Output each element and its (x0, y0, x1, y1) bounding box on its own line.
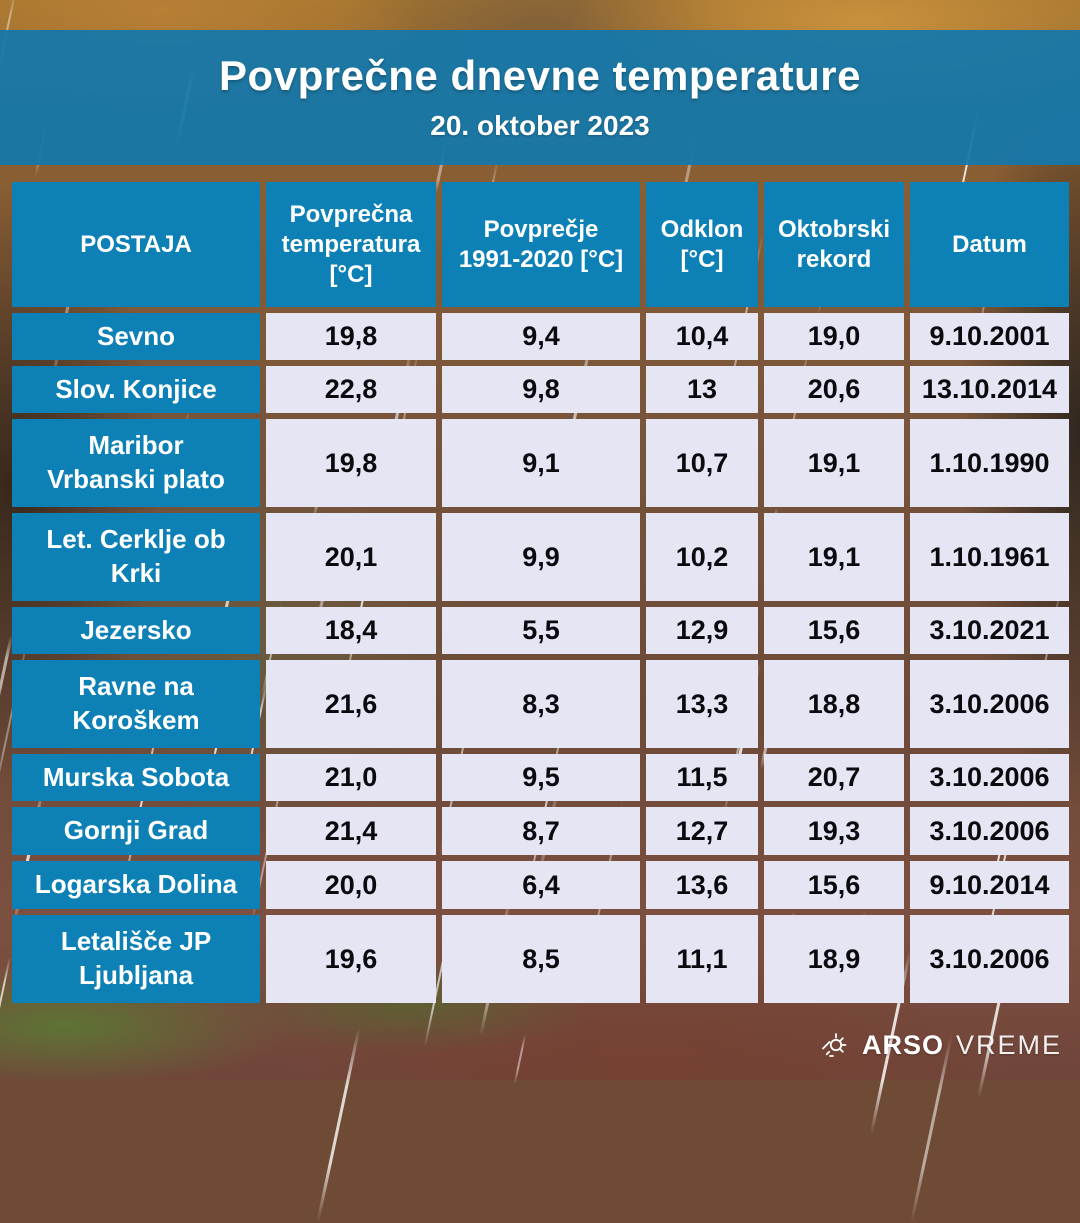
value-cell: 19,8 (266, 313, 436, 360)
value-cell: 20,6 (764, 366, 904, 413)
value-cell: 13 (646, 366, 758, 413)
station-cell: Sevno (12, 313, 260, 360)
value-cell: 9,4 (442, 313, 640, 360)
column-header-4: Oktobrski rekord (764, 182, 904, 307)
value-cell: 13,6 (646, 861, 758, 909)
station-cell: Let. Cerklje ob Krki (12, 513, 260, 601)
value-cell: 3.10.2006 (910, 807, 1069, 855)
column-header-2: Povprečje 1991-2020 [°C] (442, 182, 640, 307)
value-cell: 9,9 (442, 513, 640, 601)
value-cell: 3.10.2006 (910, 915, 1069, 1003)
value-cell: 19,8 (266, 419, 436, 507)
value-cell: 3.10.2006 (910, 660, 1069, 748)
value-cell: 9.10.2014 (910, 861, 1069, 909)
value-cell: 9,5 (442, 754, 640, 801)
value-cell: 15,6 (764, 607, 904, 654)
brand-arso: ARSO (861, 1030, 944, 1060)
value-cell: 19,0 (764, 313, 904, 360)
value-cell: 15,6 (764, 861, 904, 909)
value-cell: 9,8 (442, 366, 640, 413)
value-cell: 8,5 (442, 915, 640, 1003)
value-cell: 20,7 (764, 754, 904, 801)
station-cell: Ravne na Koroškem (12, 660, 260, 748)
value-cell: 11,1 (646, 915, 758, 1003)
value-cell: 19,1 (764, 419, 904, 507)
value-cell: 21,6 (266, 660, 436, 748)
value-cell: 10,2 (646, 513, 758, 601)
arso-vreme-logo: ARSO VREME (820, 1030, 1062, 1061)
column-header-0: POSTAJA (12, 182, 260, 307)
station-cell: Murska Sobota (12, 754, 260, 801)
station-cell: Logarska Dolina (12, 861, 260, 909)
value-cell: 22,8 (266, 366, 436, 413)
value-cell: 8,7 (442, 807, 640, 855)
temperature-table: POSTAJA Povprečna temperatura [°C] Povpreč… (12, 182, 1069, 1003)
value-cell: 19,3 (764, 807, 904, 855)
value-cell: 9.10.2001 (910, 313, 1069, 360)
page-subtitle: 20. oktober 2023 (430, 109, 650, 141)
value-cell: 21,4 (266, 807, 436, 855)
value-cell: 12,9 (646, 607, 758, 654)
value-cell: 8,3 (442, 660, 640, 748)
value-cell: 12,7 (646, 807, 758, 855)
value-cell: 3.10.2021 (910, 607, 1069, 654)
value-cell: 20,0 (266, 861, 436, 909)
station-cell: Slov. Konjice (12, 366, 260, 413)
column-header-1: Povprečna temperatura [°C] (266, 182, 436, 307)
station-cell: Jezersko (12, 607, 260, 654)
value-cell: 6,4 (442, 861, 640, 909)
value-cell: 13.10.2014 (910, 366, 1069, 413)
station-cell: Maribor Vrbanski plato (12, 419, 260, 507)
value-cell: 1.10.1961 (910, 513, 1069, 601)
value-cell: 9,1 (442, 419, 640, 507)
value-cell: 13,3 (646, 660, 758, 748)
value-cell: 19,1 (764, 513, 904, 601)
column-header-3: Odklon [°C] (646, 182, 758, 307)
station-cell: Letališče JP Ljubljana (12, 915, 260, 1003)
value-cell: 21,0 (266, 754, 436, 801)
column-header-5: Datum (910, 182, 1069, 307)
page-title: Povprečne dnevne temperature (219, 52, 861, 100)
value-cell: 18,8 (764, 660, 904, 748)
value-cell: 10,7 (646, 419, 758, 507)
sun-icon (822, 1032, 847, 1057)
brand-vreme: VREME (955, 1030, 1062, 1060)
value-cell: 3.10.2006 (910, 754, 1069, 801)
value-cell: 20,1 (266, 513, 436, 601)
value-cell: 18,9 (764, 915, 904, 1003)
station-cell: Gornji Grad (12, 807, 260, 855)
title-banner: Povprečne dnevne temperature 20. oktober… (0, 30, 1080, 165)
value-cell: 1.10.1990 (910, 419, 1069, 507)
value-cell: 5,5 (442, 607, 640, 654)
value-cell: 18,4 (266, 607, 436, 654)
value-cell: 19,6 (266, 915, 436, 1003)
value-cell: 10,4 (646, 313, 758, 360)
value-cell: 11,5 (646, 754, 758, 801)
